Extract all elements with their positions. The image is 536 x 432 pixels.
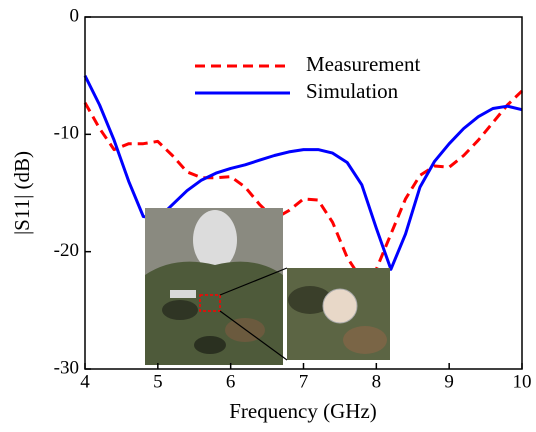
x-tick-label: 7: [299, 371, 309, 392]
y-axis-label: |S11| (dB): [10, 151, 34, 235]
x-tick-label: 10: [513, 371, 532, 392]
zoom-line: [219, 267, 288, 296]
x-tick-label: 6: [226, 371, 236, 392]
y-tick-label: 0: [70, 5, 80, 26]
y-tick-label: -20: [54, 240, 79, 261]
x-tick-label: 9: [444, 371, 454, 392]
camo-spot: [288, 286, 332, 314]
antenna-box: [199, 294, 221, 312]
legend-label: Simulation: [306, 79, 399, 103]
series-line: [83, 89, 524, 282]
x-axis-label: Frequency (GHz): [229, 399, 377, 423]
x-tick-label: 4: [80, 371, 90, 392]
antenna: [322, 288, 358, 324]
y-tick-label: -10: [54, 123, 79, 144]
zoom-line: [219, 310, 288, 361]
camo-spot: [194, 336, 226, 354]
camo-spot: [162, 300, 198, 320]
legend-label: Measurement: [306, 52, 420, 76]
camo-spot: [343, 326, 387, 354]
mannequin-head: [193, 210, 237, 270]
name-tag: [170, 290, 196, 298]
y-tick-label: -30: [54, 357, 79, 378]
x-tick-label: 5: [153, 371, 163, 392]
x-tick-label: 8: [372, 371, 382, 392]
inset-photos: [145, 208, 390, 365]
